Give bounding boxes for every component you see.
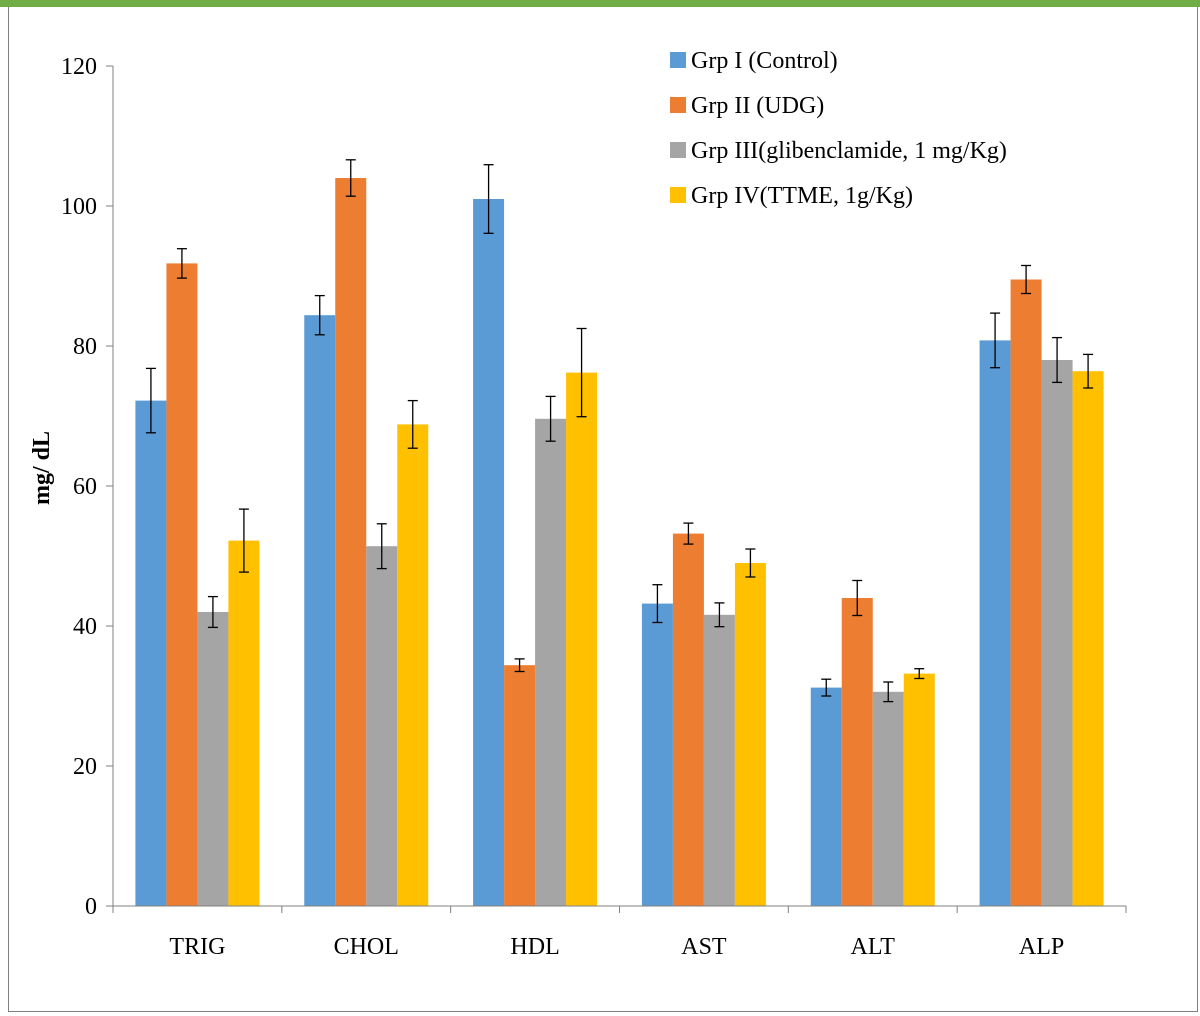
bar-chol-series-3 xyxy=(366,546,397,906)
bar-alp-series-4 xyxy=(1073,371,1104,906)
x-tick-label-chol: CHOL xyxy=(334,934,399,960)
bar-ast-series-3 xyxy=(704,615,735,906)
bar-alt-series-1 xyxy=(811,688,842,906)
y-axis-title: mg/ dL xyxy=(29,431,55,505)
bar-hdl-series-4 xyxy=(566,373,597,906)
y-tick-label: 40 xyxy=(73,614,97,640)
bar-chol-series-2 xyxy=(335,178,366,906)
y-tick-label: 80 xyxy=(73,334,97,360)
x-tick-label-alt: ALT xyxy=(851,934,896,960)
bar-alt-series-3 xyxy=(873,692,904,906)
legend-swatch-series-2 xyxy=(670,97,686,113)
bar-alp-series-2 xyxy=(1011,280,1042,907)
legend-label-series-3: Grp III(glibenclamide, 1 mg/Kg) xyxy=(691,138,1007,164)
bar-ast-series-4 xyxy=(735,563,766,906)
y-tick-label: 0 xyxy=(85,894,97,920)
x-tick-label-hdl: HDL xyxy=(510,934,559,960)
legend-swatch-series-1 xyxy=(670,52,686,68)
bar-trig-series-2 xyxy=(166,263,197,906)
legend-label-series-4: Grp IV(TTME, 1g/Kg) xyxy=(691,183,913,209)
legend-swatch-series-4 xyxy=(670,187,686,203)
x-tick-label-ast: AST xyxy=(681,934,727,960)
bar-alp-series-1 xyxy=(980,340,1011,906)
bar-trig-series-3 xyxy=(197,612,228,906)
bar-trig-series-4 xyxy=(228,541,259,906)
y-tick-label: 60 xyxy=(73,474,97,500)
bar-hdl-series-3 xyxy=(535,419,566,906)
bar-hdl-series-2 xyxy=(504,665,535,906)
y-tick-label: 20 xyxy=(73,754,97,780)
bar-ast-series-1 xyxy=(642,604,673,906)
bar-alp-series-3 xyxy=(1042,360,1073,906)
bar-chol-series-1 xyxy=(304,315,335,906)
legend-label-series-2: Grp II (UDG) xyxy=(691,93,824,119)
x-tick-label-trig: TRIG xyxy=(169,934,225,960)
legend-swatch-series-3 xyxy=(670,142,686,158)
bar-trig-series-1 xyxy=(135,401,166,906)
bar-chol-series-4 xyxy=(397,424,428,906)
y-tick-label: 120 xyxy=(61,54,97,80)
y-tick-label: 100 xyxy=(61,194,97,220)
bar-alt-series-4 xyxy=(904,674,935,906)
x-tick-label-alp: ALP xyxy=(1019,934,1064,960)
bar-ast-series-2 xyxy=(673,534,704,906)
legend: Grp I (Control) Grp II (UDG) Grp III(glibe… xyxy=(670,48,1007,209)
bar-hdl-series-1 xyxy=(473,199,504,906)
bar-alt-series-2 xyxy=(842,598,873,906)
error-bars-layer xyxy=(146,160,1093,702)
bars-layer xyxy=(135,178,1103,906)
legend-label-series-1: Grp I (Control) xyxy=(691,48,838,74)
